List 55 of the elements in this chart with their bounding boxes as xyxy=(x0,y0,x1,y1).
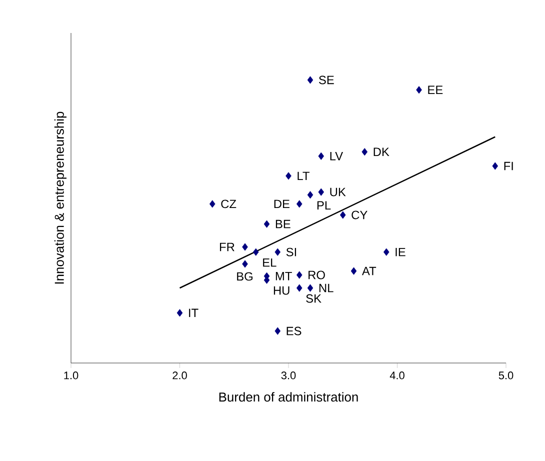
annotation: LV xyxy=(330,152,344,160)
annotation: IE xyxy=(396,248,406,256)
x-tick-label: 2.0 xyxy=(172,372,187,380)
point xyxy=(264,220,270,228)
annotation: MT xyxy=(276,272,292,280)
x-tick-label: 3.0 xyxy=(281,372,296,380)
point xyxy=(416,86,422,94)
annotation: SE xyxy=(318,76,334,84)
x-tick-label: 1.0 xyxy=(64,372,78,380)
point xyxy=(362,148,368,156)
annotation: PL xyxy=(317,201,331,210)
annotation: ES xyxy=(286,326,302,336)
annotation: SK xyxy=(306,294,322,303)
annotation: DE xyxy=(274,200,290,208)
annotation: UK xyxy=(330,188,346,196)
point xyxy=(252,248,259,256)
point xyxy=(318,152,324,160)
point xyxy=(296,200,302,208)
point xyxy=(350,267,357,275)
x-tick-label: 5.0 xyxy=(498,372,514,380)
point xyxy=(274,248,281,256)
point xyxy=(383,248,390,256)
point xyxy=(318,188,324,196)
point xyxy=(307,76,314,84)
x-axis-title: Burden of administration xyxy=(219,392,358,402)
point xyxy=(296,271,302,279)
point xyxy=(242,243,248,251)
annotation: DK xyxy=(374,148,390,156)
annotation: CZ xyxy=(221,200,236,208)
point xyxy=(176,309,183,317)
point xyxy=(340,211,346,219)
annotation: FI xyxy=(504,162,513,170)
annotation: CY xyxy=(352,210,368,220)
point xyxy=(307,191,314,199)
annotation: FR xyxy=(220,242,234,252)
annotation: BG xyxy=(237,272,252,281)
annotation: EL xyxy=(263,258,276,267)
point xyxy=(492,162,498,170)
annotation: BE xyxy=(276,220,290,228)
point xyxy=(274,327,281,335)
annotation: RO xyxy=(308,270,325,280)
point xyxy=(209,200,216,208)
y-axis-title: Innovation & entrepreneurship xyxy=(54,112,66,284)
point xyxy=(286,172,292,180)
annotation: HU xyxy=(274,286,290,295)
point xyxy=(307,284,314,292)
annotation: AT xyxy=(362,266,376,276)
x-tick-label: 4.0 xyxy=(390,372,404,380)
annotation: LT xyxy=(298,172,310,180)
annotation: NL xyxy=(319,284,334,292)
point xyxy=(242,260,248,268)
point xyxy=(296,284,302,292)
annotation: SI xyxy=(286,248,296,256)
annotation: IT xyxy=(189,308,198,318)
annotation: EE xyxy=(428,86,443,94)
